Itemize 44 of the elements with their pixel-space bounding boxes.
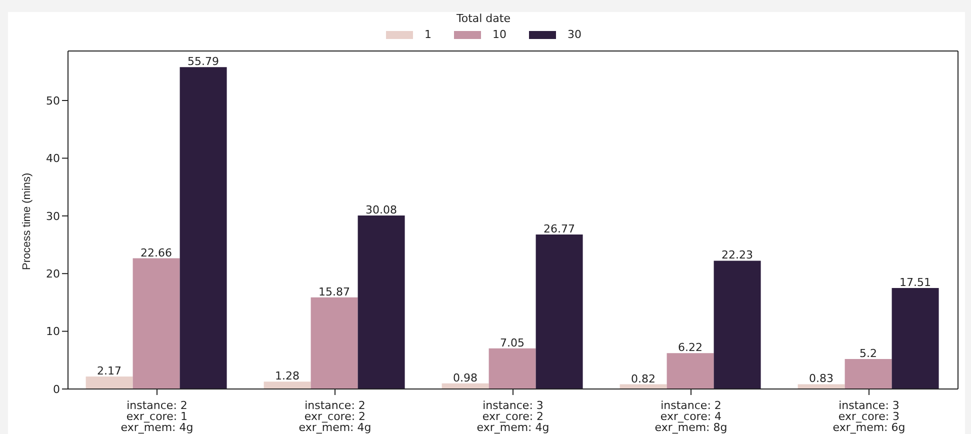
bar xyxy=(488,348,536,389)
y-tick-label: 20 xyxy=(46,268,60,281)
bar xyxy=(310,297,358,389)
y-tick-label: 0 xyxy=(53,382,60,396)
data-label: 17.51 xyxy=(900,276,932,289)
data-label: 26.77 xyxy=(544,222,576,236)
data-label: 0.82 xyxy=(631,372,656,386)
bar xyxy=(86,376,133,389)
bar xyxy=(714,260,761,389)
bar xyxy=(358,215,405,389)
bar xyxy=(536,234,583,389)
data-label: 0.83 xyxy=(809,372,834,386)
legend-label: 30 xyxy=(568,28,582,41)
data-label: 22.66 xyxy=(140,246,172,260)
data-label: 0.98 xyxy=(453,371,478,384)
x-tick-label: instance: 2 exr_core: 2 exr_mem: 4g xyxy=(298,399,372,434)
bar xyxy=(180,67,227,389)
y-axis-title: Process time (mins) xyxy=(20,172,33,270)
data-label: 1.28 xyxy=(275,370,300,383)
x-tick-label: instance: 2 exr_core: 4 exr_mem: 8g xyxy=(654,399,728,434)
data-label: 5.2 xyxy=(860,346,878,360)
data-label: 2.17 xyxy=(97,364,122,378)
y-tick-label: 40 xyxy=(46,152,60,166)
bar xyxy=(844,358,892,389)
y-tick-label: 50 xyxy=(46,94,60,108)
x-tick-label: instance: 2 exr_core: 1 exr_mem: 4g xyxy=(120,399,194,434)
bar xyxy=(666,353,714,389)
bar xyxy=(132,258,180,389)
bar xyxy=(264,382,311,389)
legend-label: 10 xyxy=(492,28,506,41)
legend-label: 1 xyxy=(424,28,432,41)
y-tick-label: 30 xyxy=(46,210,60,223)
bar xyxy=(892,288,939,389)
data-label: 6.22 xyxy=(678,341,703,354)
data-label: 7.05 xyxy=(500,336,525,350)
x-tick-label: instance: 3 exr_core: 3 exr_mem: 6g xyxy=(832,399,906,434)
x-tick-label: instance: 3 exr_core: 2 exr_mem: 4g xyxy=(476,399,550,434)
data-label: 55.79 xyxy=(188,55,220,68)
y-tick-label: 10 xyxy=(46,325,60,338)
data-label: 22.23 xyxy=(722,248,754,262)
bar xyxy=(798,384,845,389)
legend-title: Total date xyxy=(456,12,512,25)
data-label: 15.87 xyxy=(318,285,350,298)
data-label: 30.08 xyxy=(366,203,398,216)
